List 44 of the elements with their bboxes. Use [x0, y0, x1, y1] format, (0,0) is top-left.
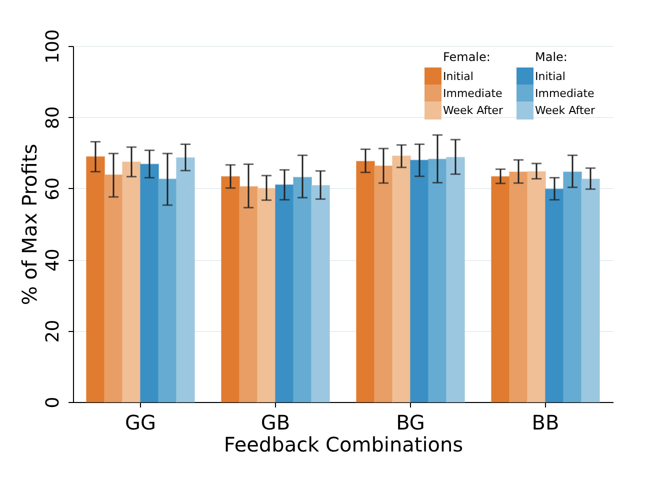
bar [257, 188, 276, 402]
annotation: Female: [443, 50, 490, 64]
legend-label: Immediate [443, 87, 503, 100]
y-axis-title: % of Max Profits [18, 144, 42, 306]
bar [509, 172, 528, 402]
y-tick-label: 80 [42, 106, 64, 130]
x-tick-label: GG [125, 410, 156, 434]
bar [104, 174, 123, 402]
bar [392, 156, 411, 402]
bar [122, 162, 141, 402]
bar [410, 160, 429, 402]
x-axis-title: Feedback Combinations [224, 432, 464, 456]
y-tick-label: 20 [42, 320, 64, 343]
bar [275, 184, 294, 402]
bar [527, 171, 546, 402]
bar [239, 186, 258, 402]
bar [221, 176, 240, 402]
bar [293, 176, 312, 402]
bar [491, 176, 510, 402]
legend-label: Immediate [535, 87, 595, 100]
legend-label: Week After [443, 104, 504, 117]
bar [581, 178, 600, 402]
legend-label: Initial [535, 70, 566, 83]
x-tick-label: GB [260, 410, 290, 434]
bar [563, 172, 582, 402]
legend-label: Initial [443, 70, 474, 83]
x-tick-label: BB [532, 410, 560, 434]
bar [428, 158, 447, 402]
y-tick-label: 60 [42, 177, 64, 200]
bar [140, 164, 159, 402]
y-tick-label: 40 [42, 248, 64, 272]
bar [176, 157, 195, 402]
bar [545, 188, 564, 402]
annotation: Male: [535, 50, 568, 64]
y-tick-label: 100 [42, 29, 64, 64]
bar [356, 160, 375, 402]
x-tick-label: BG [396, 410, 425, 434]
bar [86, 156, 105, 402]
bar [374, 165, 393, 402]
y-tick-label: 0 [42, 396, 64, 408]
bar [158, 178, 177, 402]
bar [446, 156, 465, 402]
legend-label: Week After [535, 104, 596, 117]
bar [311, 185, 330, 402]
